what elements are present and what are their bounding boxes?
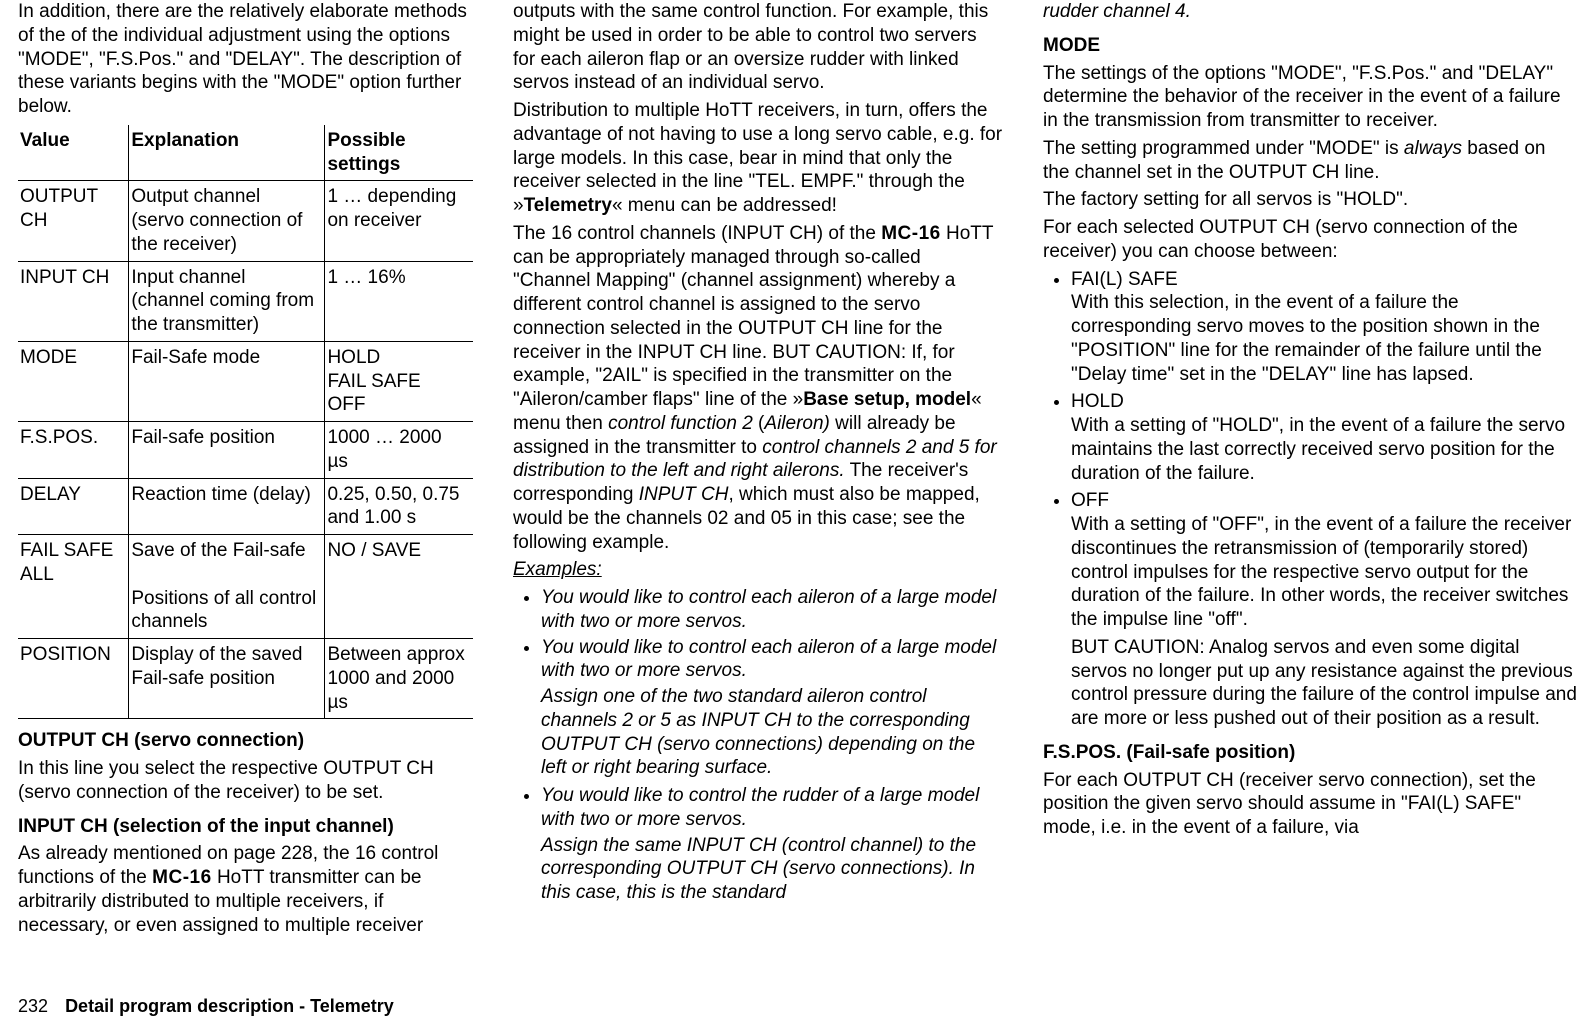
menu-ref: Base setup, model xyxy=(803,389,971,410)
mode-option: FAI(L) SAFE With this selection, in the … xyxy=(1071,268,1577,387)
text-para: outputs with the same control function. … xyxy=(513,0,1003,95)
text-span: HoTT can be appropriately managed throug… xyxy=(513,223,993,410)
option-label: OFF xyxy=(1071,490,1109,511)
table-row: FAIL SAFE ALLSave of the Fail-safePositi… xyxy=(18,535,473,639)
mode-text: For each selected OUTPUT CH (servo conne… xyxy=(1043,216,1577,264)
cell-explanation: Output channel (servo connection of the … xyxy=(129,181,325,261)
example-sub: Assign one of the two standard aileron c… xyxy=(541,685,1003,780)
option-text: With a setting of "OFF", in the event of… xyxy=(1071,513,1577,632)
cell-value: MODE xyxy=(18,341,129,421)
brand-logo: MC-16 xyxy=(881,223,941,244)
menu-ref: Telemetry xyxy=(524,195,612,216)
mode-text: The factory setting for all servos is "H… xyxy=(1043,188,1577,212)
italic-text: control function 2 xyxy=(608,413,753,434)
table-row: POSITIONDisplay of the saved Fail-safe p… xyxy=(18,639,473,719)
column-1: In addition, there are the relatively el… xyxy=(18,0,473,960)
option-label: FAI(L) SAFE xyxy=(1071,269,1178,290)
th-value: Value xyxy=(18,125,129,181)
cell-value: DELAY xyxy=(18,478,129,535)
text-span: « menu can be addressed! xyxy=(612,195,837,216)
cell-settings: 0.25, 0.50, 0.75 and 1.00 s xyxy=(325,478,473,535)
cell-value: FAIL SAFE ALL xyxy=(18,535,129,639)
mode-text: The settings of the options "MODE", "F.S… xyxy=(1043,62,1577,133)
fspos-text: For each OUTPUT CH (receiver servo conne… xyxy=(1043,769,1577,840)
cell-explanation: Fail-safe position xyxy=(129,422,325,479)
text-span: You would like to control the rudder of … xyxy=(541,785,979,830)
table-row: INPUT CHInput channel (channel coming fr… xyxy=(18,261,473,341)
cell-value: POSITION xyxy=(18,639,129,719)
text-para: The 16 control channels (INPUT CH) of th… xyxy=(513,222,1003,555)
page-body: In addition, there are the relatively el… xyxy=(18,0,1577,960)
cell-settings: HOLDFAIL SAFEOFF xyxy=(325,341,473,421)
intro-text: In addition, there are the relatively el… xyxy=(18,0,473,119)
text-span: You would like to control each aileron o… xyxy=(541,637,996,682)
mode-option: OFF With a setting of "OFF", in the even… xyxy=(1071,489,1577,731)
cell-value: OUTPUT CH xyxy=(18,181,129,261)
italic-text: always xyxy=(1404,138,1462,159)
italic-text: INPUT CH xyxy=(639,484,729,505)
heading-fspos: F.S.POS. (Fail-safe position) xyxy=(1043,741,1577,765)
cell-explanation: Display of the saved Fail-safe position xyxy=(129,639,325,719)
examples-list: You would like to control each aileron o… xyxy=(513,586,1003,905)
cell-explanation: Input channel (channel coming from the t… xyxy=(129,261,325,341)
heading-input-ch: INPUT CH (selection of the input channel… xyxy=(18,815,473,839)
cell-settings: 1 … depending on receiver xyxy=(325,181,473,261)
mode-options-list: FAI(L) SAFE With this selection, in the … xyxy=(1043,268,1577,731)
example-sub: Assign the same INPUT CH (control channe… xyxy=(541,834,1003,905)
text-para: Distribution to multiple HoTT receivers,… xyxy=(513,99,1003,218)
example-item: You would like to control each aileron o… xyxy=(541,586,1003,634)
page-footer: 232 Detail program description - Telemet… xyxy=(18,995,394,1018)
table-header-row: Value Explanation Possible settings xyxy=(18,125,473,181)
cell-explanation: Reaction time (delay) xyxy=(129,478,325,535)
cell-explanation: Save of the Fail-safePositions of all co… xyxy=(129,535,325,639)
settings-table: Value Explanation Possible settings OUTP… xyxy=(18,125,473,720)
mode-option: HOLD With a setting of "HOLD", in the ev… xyxy=(1071,390,1577,485)
th-explanation: Explanation xyxy=(129,125,325,181)
cell-explanation: Fail-Safe mode xyxy=(129,341,325,421)
column-3: rudder channel 4. MODE The settings of t… xyxy=(1043,0,1577,960)
examples-heading: Examples: xyxy=(513,558,1003,582)
text-output-ch: In this line you select the respective O… xyxy=(18,757,473,805)
heading-mode: MODE xyxy=(1043,34,1577,58)
text-span: ( xyxy=(753,413,765,434)
carryover-text: rudder channel 4. xyxy=(1043,0,1577,24)
page-number: 232 xyxy=(18,996,48,1016)
cell-value: F.S.POS. xyxy=(18,422,129,479)
italic-text: Aileron) xyxy=(764,413,829,434)
text-input-ch: As already mentioned on page 228, the 16… xyxy=(18,842,473,937)
cell-settings: 1 … 16% xyxy=(325,261,473,341)
th-settings: Possible settings xyxy=(325,125,473,181)
cell-settings: NO / SAVE xyxy=(325,535,473,639)
table-row: DELAYReaction time (delay)0.25, 0.50, 0.… xyxy=(18,478,473,535)
example-item: You would like to control each aileron o… xyxy=(541,636,1003,781)
option-text: With this selection, in the event of a f… xyxy=(1071,291,1577,386)
table-row: F.S.POS.Fail-safe position1000 … 2000 µs xyxy=(18,422,473,479)
heading-output-ch: OUTPUT CH (servo connection) xyxy=(18,729,473,753)
cell-settings: 1000 … 2000 µs xyxy=(325,422,473,479)
table-row: MODEFail-Safe modeHOLDFAIL SAFEOFF xyxy=(18,341,473,421)
brand-logo: MC-16 xyxy=(152,867,212,888)
cell-value: INPUT CH xyxy=(18,261,129,341)
cell-settings: Between approx 1000 and 2000 µs xyxy=(325,639,473,719)
text-span: The 16 control channels (INPUT CH) of th… xyxy=(513,223,881,244)
option-text: With a setting of "HOLD", in the event o… xyxy=(1071,414,1577,485)
example-item: You would like to control the rudder of … xyxy=(541,784,1003,905)
text-span: The setting programmed under "MODE" is xyxy=(1043,138,1404,159)
option-text: BUT CAUTION: Analog servos and even some… xyxy=(1071,636,1577,731)
table-row: OUTPUT CHOutput channel (servo connectio… xyxy=(18,181,473,261)
option-label: HOLD xyxy=(1071,391,1124,412)
column-2: outputs with the same control function. … xyxy=(513,0,1003,960)
footer-title: Detail program description - Telemetry xyxy=(65,996,394,1016)
mode-text: The setting programmed under "MODE" is a… xyxy=(1043,137,1577,185)
